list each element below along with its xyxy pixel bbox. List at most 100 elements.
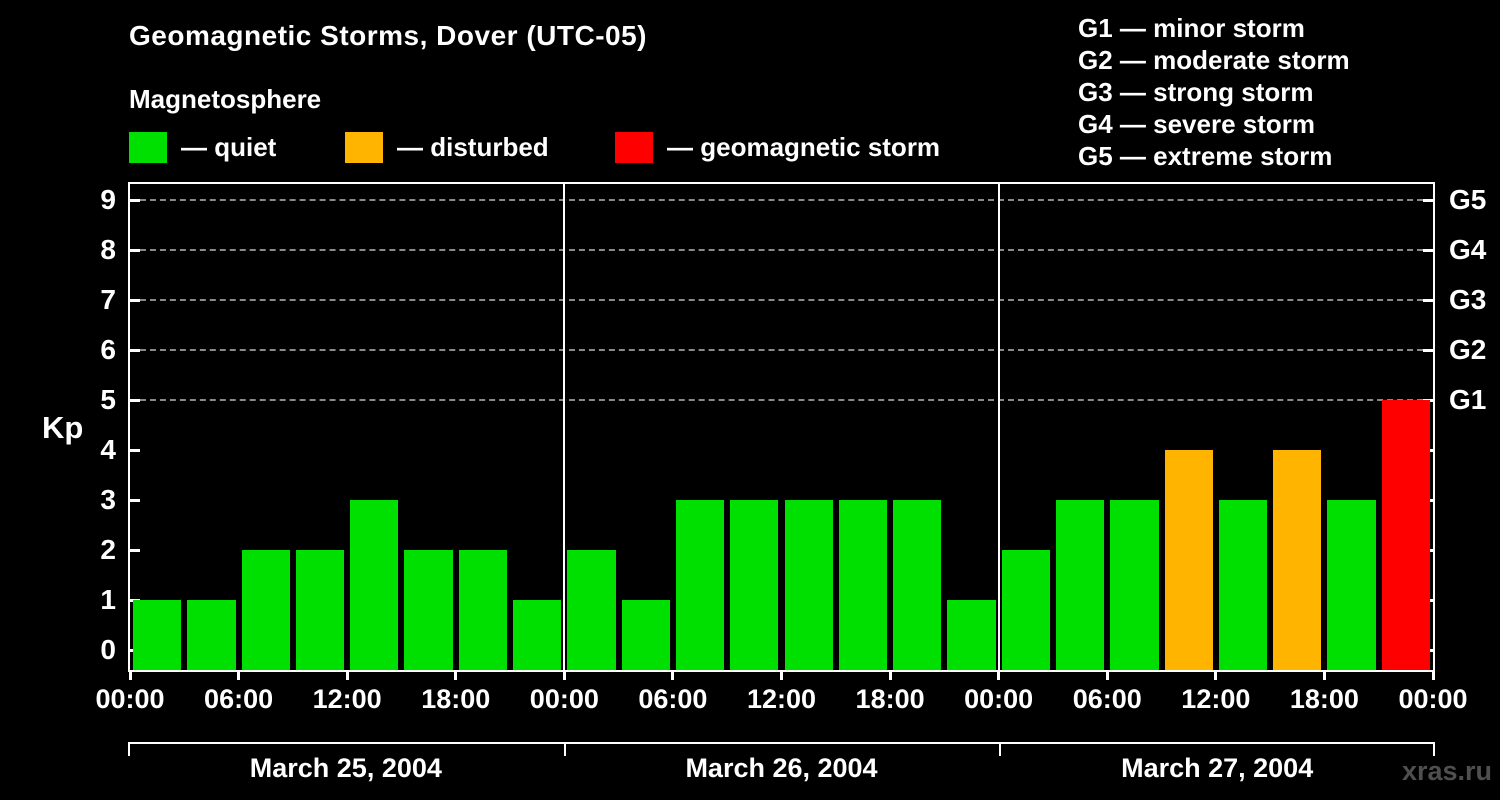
gridline-g2 bbox=[130, 349, 1433, 351]
x-tick bbox=[671, 672, 675, 680]
x-tick-label: 18:00 bbox=[1289, 684, 1359, 714]
y-tick-right bbox=[1423, 249, 1433, 252]
kp-bar bbox=[893, 500, 942, 670]
y-tick-left bbox=[130, 199, 140, 202]
x-tick bbox=[454, 672, 458, 680]
kp-bar bbox=[1110, 500, 1159, 670]
g4-legend-line: G4 — severe storm bbox=[1078, 109, 1316, 139]
x-tick bbox=[1431, 672, 1435, 680]
kp-bar bbox=[1164, 450, 1213, 670]
watermark: xras.ru bbox=[1401, 756, 1492, 786]
kp-bar bbox=[404, 550, 453, 670]
day-separator bbox=[563, 184, 566, 670]
date-axis-tick bbox=[563, 742, 566, 756]
gridline-g5 bbox=[130, 199, 1433, 201]
kp-bar bbox=[1273, 450, 1322, 670]
legend-storm: — geomagnetic storm bbox=[615, 132, 940, 163]
kp-bar bbox=[784, 500, 833, 670]
kp-bar bbox=[1055, 500, 1105, 670]
date-label: March 25, 2004 bbox=[249, 753, 442, 783]
x-tick bbox=[1214, 672, 1218, 680]
y-tick-label-3: 3 bbox=[100, 484, 116, 515]
date-label: March 27, 2004 bbox=[1121, 753, 1314, 783]
y-tick-right bbox=[1423, 199, 1433, 202]
date-axis-tick bbox=[1433, 742, 1435, 756]
kp-bar bbox=[295, 550, 345, 670]
x-tick-label: 06:00 bbox=[638, 684, 708, 714]
g5-legend-line: G5 — extreme storm bbox=[1078, 141, 1333, 171]
kp-bar bbox=[1327, 500, 1376, 670]
y-tick-label-6: 6 bbox=[100, 334, 116, 365]
x-tick bbox=[345, 672, 349, 680]
y-tick-right bbox=[1423, 349, 1433, 352]
y-tick-left bbox=[130, 549, 140, 552]
g3-legend-line: G3 — strong storm bbox=[1078, 77, 1314, 107]
kp-bar bbox=[947, 600, 996, 670]
kp-bar bbox=[458, 550, 508, 670]
x-tick bbox=[1322, 672, 1326, 680]
y-tick-label-9: 9 bbox=[100, 184, 116, 215]
x-tick bbox=[128, 672, 132, 680]
x-tick bbox=[237, 672, 241, 680]
kp-bar bbox=[513, 600, 562, 670]
y-tick-label-7: 7 bbox=[100, 284, 116, 315]
y-tick-left bbox=[130, 449, 140, 452]
kp-bar bbox=[1001, 550, 1050, 670]
g-scale-legend: G1 — minor storm G2 — moderate storm G3 … bbox=[1078, 12, 1350, 172]
kp-bar bbox=[241, 550, 290, 670]
kp-bar bbox=[621, 600, 670, 670]
y-tick-left bbox=[130, 499, 140, 502]
x-tick-label: 18:00 bbox=[855, 684, 925, 714]
g1-legend-line: G1 — minor storm bbox=[1078, 13, 1305, 43]
x-tick-label: 12:00 bbox=[312, 684, 382, 714]
x-tick bbox=[888, 672, 892, 680]
y-tick-label-5: 5 bbox=[100, 384, 116, 415]
date-axis-line bbox=[128, 742, 1435, 744]
date-axis-tick bbox=[128, 742, 130, 756]
disturbed-swatch bbox=[345, 132, 383, 163]
x-tick-label: 06:00 bbox=[1072, 684, 1142, 714]
gridline-g1 bbox=[130, 399, 1433, 401]
right-axis-label-g2: G2 bbox=[1449, 334, 1487, 365]
x-tick bbox=[997, 672, 1001, 680]
x-tick-label: 00:00 bbox=[964, 684, 1034, 714]
x-tick-label: 12:00 bbox=[746, 684, 817, 714]
quiet-swatch bbox=[129, 132, 167, 163]
kp-bar bbox=[1218, 500, 1268, 670]
right-axis-label-g1: G1 bbox=[1449, 384, 1487, 415]
x-tick-label: 12:00 bbox=[1181, 684, 1251, 714]
day-separator bbox=[997, 184, 1000, 670]
gridline-g4 bbox=[130, 249, 1433, 251]
y-tick-label-4: 4 bbox=[100, 434, 116, 465]
y-tick-label-1: 1 bbox=[100, 584, 116, 615]
gridline-g3 bbox=[130, 299, 1433, 301]
y-tick-left bbox=[130, 349, 140, 352]
magnetosphere-label: Magnetosphere bbox=[129, 84, 322, 114]
legend-quiet: — quiet bbox=[129, 132, 276, 163]
legend-storm-label: — geomagnetic storm bbox=[667, 132, 941, 162]
kp-bar bbox=[730, 500, 779, 670]
y-tick-label-0: 0 bbox=[100, 634, 116, 665]
y-tick-left bbox=[130, 399, 140, 402]
x-tick-label: 06:00 bbox=[204, 684, 274, 714]
y-tick-label-2: 2 bbox=[100, 534, 116, 565]
chart-title: Geomagnetic Storms, Dover (UTC-05) bbox=[129, 20, 647, 51]
x-tick bbox=[1105, 672, 1109, 680]
g2-legend-line: G2 — moderate storm bbox=[1078, 45, 1350, 75]
x-tick-label: 00:00 bbox=[1398, 684, 1468, 714]
date-axis-tick bbox=[999, 742, 1002, 756]
x-tick bbox=[562, 672, 566, 680]
kp-bar bbox=[350, 500, 399, 670]
plot-area bbox=[128, 182, 1435, 672]
right-axis-label-g3: G3 bbox=[1449, 284, 1487, 315]
x-tick-label: 00:00 bbox=[529, 684, 599, 714]
kp-bar bbox=[838, 500, 888, 670]
legend-quiet-label: — quiet bbox=[181, 132, 277, 162]
y-tick-right bbox=[1423, 299, 1433, 302]
right-axis-label-g4: G4 bbox=[1449, 234, 1487, 265]
y-tick-label-8: 8 bbox=[100, 234, 116, 265]
legend-disturbed: — disturbed bbox=[345, 132, 549, 163]
y-tick-left bbox=[130, 299, 140, 302]
x-tick-label: 18:00 bbox=[421, 684, 491, 714]
kp-bar bbox=[133, 600, 182, 670]
